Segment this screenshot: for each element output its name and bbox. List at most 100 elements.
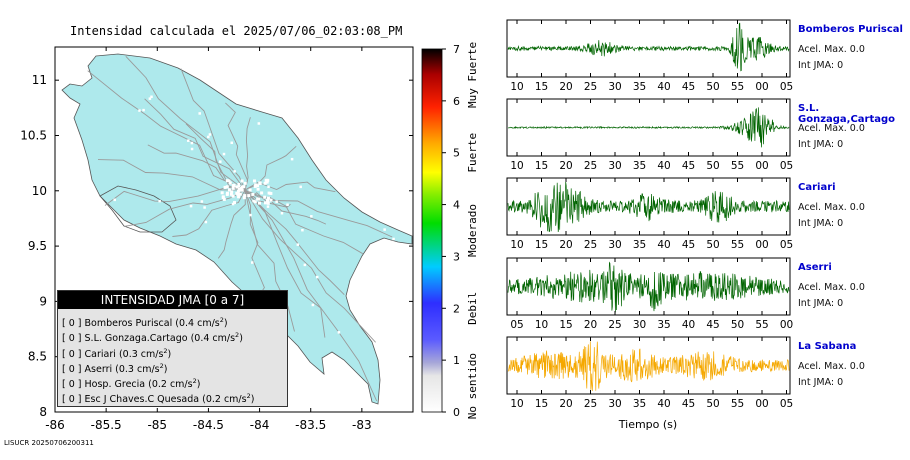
- station-marker: [237, 195, 241, 199]
- legend-item-name: Esc J Chaves.C Quesada: [84, 394, 200, 406]
- station-accel: Acel. Max. 0.0: [798, 361, 865, 372]
- station-marker: [233, 201, 237, 205]
- map-x-tick-label: -84: [250, 418, 270, 432]
- station-marker: [257, 122, 261, 125]
- colorbar-tick-label: 0: [453, 406, 460, 419]
- colorbar-level-label: Muy Fuerte: [466, 42, 479, 108]
- legend-item: [ 0 ] S.L. Gonzaga.Cartago (0.4 cm/s2): [62, 328, 287, 345]
- legend-item: [ 0 ] Bomberos Puriscal (0.4 cm/s2): [62, 313, 287, 330]
- costa-rica-land: [61, 53, 413, 405]
- station-marker: [269, 191, 273, 195]
- road: [97, 159, 246, 191]
- station-marker: [237, 188, 241, 192]
- seismogram-tick-label: 50: [706, 81, 719, 93]
- seismogram-panel: 05 10 15 20 25 30 35 40 45 50 55 00: [506, 257, 793, 331]
- seismogram-tick-label: 00: [755, 398, 768, 410]
- road: [172, 189, 246, 237]
- station-marker: [383, 228, 386, 231]
- station-marker: [260, 191, 264, 195]
- map-x-tick-label: -85: [147, 418, 167, 432]
- station-marker: [158, 199, 161, 203]
- map-y-axis: 11 10.5 10 9.5 9 8.5 8: [20, 73, 413, 419]
- station-marker: [267, 185, 270, 189]
- seismogram-tick-label: 35: [633, 398, 646, 410]
- legend-item-value: (0.2 cm/s: [148, 379, 193, 391]
- station-marker: [225, 179, 229, 183]
- station-marker: [222, 197, 226, 201]
- station-marker: [233, 170, 236, 173]
- legend-item-value: (0.4 cm/s: [190, 333, 236, 345]
- station-marker: [253, 200, 257, 204]
- seismogram-tick-label: 05: [510, 319, 523, 331]
- seismogram-tick-label: 15: [559, 319, 572, 331]
- station-marker: [222, 152, 226, 156]
- station-marker: [240, 179, 244, 183]
- colorbar-tick-label: 1: [453, 354, 460, 367]
- colorbar-tick-label: 5: [453, 147, 460, 160]
- station-marker: [311, 303, 315, 307]
- station-marker: [249, 213, 252, 217]
- colorbar-tick-label: 2: [453, 302, 460, 315]
- station-name: S.L. Gonzaga,Cartago: [798, 103, 896, 125]
- road: [144, 98, 246, 191]
- seismogram-tick-label: 45: [682, 81, 695, 93]
- map-x-tick-label: -83: [352, 418, 372, 432]
- road: [125, 55, 246, 191]
- legend-item-unit-sup: 2: [163, 346, 168, 355]
- station-name: La Sabana: [798, 341, 857, 352]
- station-name: Aserri: [798, 262, 832, 273]
- seismogram-tick-label: 50: [706, 160, 719, 172]
- legend-item-prefix: [ 0 ]: [62, 379, 82, 391]
- seismogram-waveform: [507, 341, 790, 392]
- seismogram-tick-label: 40: [657, 239, 670, 251]
- station-marker: [235, 185, 239, 189]
- legend-item-prefix: [ 0 ]: [62, 318, 82, 330]
- station-marker: [227, 179, 231, 183]
- legend-item: [ 0 ] Cariari (0.3 cm/s2): [62, 344, 287, 360]
- station-marker: [242, 185, 246, 189]
- colorbar-ticks: 0 1 2 3 4 5 6 7: [442, 43, 460, 419]
- legend-item-prefix: [ 0 ]: [62, 364, 82, 376]
- station-marker: [242, 196, 246, 200]
- station-marker: [190, 147, 194, 151]
- map-y-tick-label: 11: [32, 73, 47, 87]
- station-marker: [230, 190, 234, 194]
- station-marker: [231, 202, 235, 206]
- station-marker: [263, 195, 267, 199]
- station-marker: [227, 188, 231, 192]
- seismogram-tick-label: 25: [584, 398, 597, 410]
- station-marker: [203, 206, 206, 209]
- station-marker: [230, 141, 233, 145]
- station-marker: [187, 139, 190, 142]
- legend-item-name: Bomberos Puriscal: [84, 318, 173, 330]
- map-y-tick-label: 9.5: [28, 239, 47, 253]
- station-marker: [256, 197, 259, 201]
- station-marker: [200, 200, 204, 203]
- seismogram-panel: 10 15 20 25 30 35 40 45 50 55 00 05: [506, 19, 793, 93]
- station-marker: [251, 192, 255, 196]
- road: [244, 117, 251, 191]
- seismogram-tick-label: 05: [780, 398, 793, 410]
- seismogram-tick-label: 50: [706, 239, 719, 251]
- station-accel: Acel. Max. 0.0: [798, 282, 865, 293]
- road: [244, 189, 265, 305]
- station-marker: [220, 191, 224, 195]
- station-marker: [237, 182, 240, 186]
- seismogram-tick-label: 45: [682, 160, 695, 172]
- station-marker: [142, 108, 145, 112]
- seismogram-waveform: [507, 261, 790, 313]
- station-jma: Int JMA: 0: [798, 298, 844, 309]
- seismograms: 10 15 20 25 30 35 40 45 50 55 00 05 10 15 20 25 30 35 40 45…: [506, 19, 793, 410]
- seismogram-tick-label: 00: [780, 319, 793, 331]
- station-marker: [237, 185, 241, 188]
- seismogram-tick-label: 35: [657, 319, 670, 331]
- seismogram-tick-label: 50: [731, 319, 744, 331]
- station-marker: [290, 157, 294, 161]
- station-marker: [267, 191, 271, 195]
- intensity-legend: INTENSIDAD JMA [0 a 7] [ 0 ] Bomberos Pu…: [57, 290, 288, 407]
- station-marker: [219, 160, 222, 163]
- station-marker: [223, 185, 227, 189]
- station-marker: [256, 184, 260, 188]
- station-marker: [257, 201, 261, 205]
